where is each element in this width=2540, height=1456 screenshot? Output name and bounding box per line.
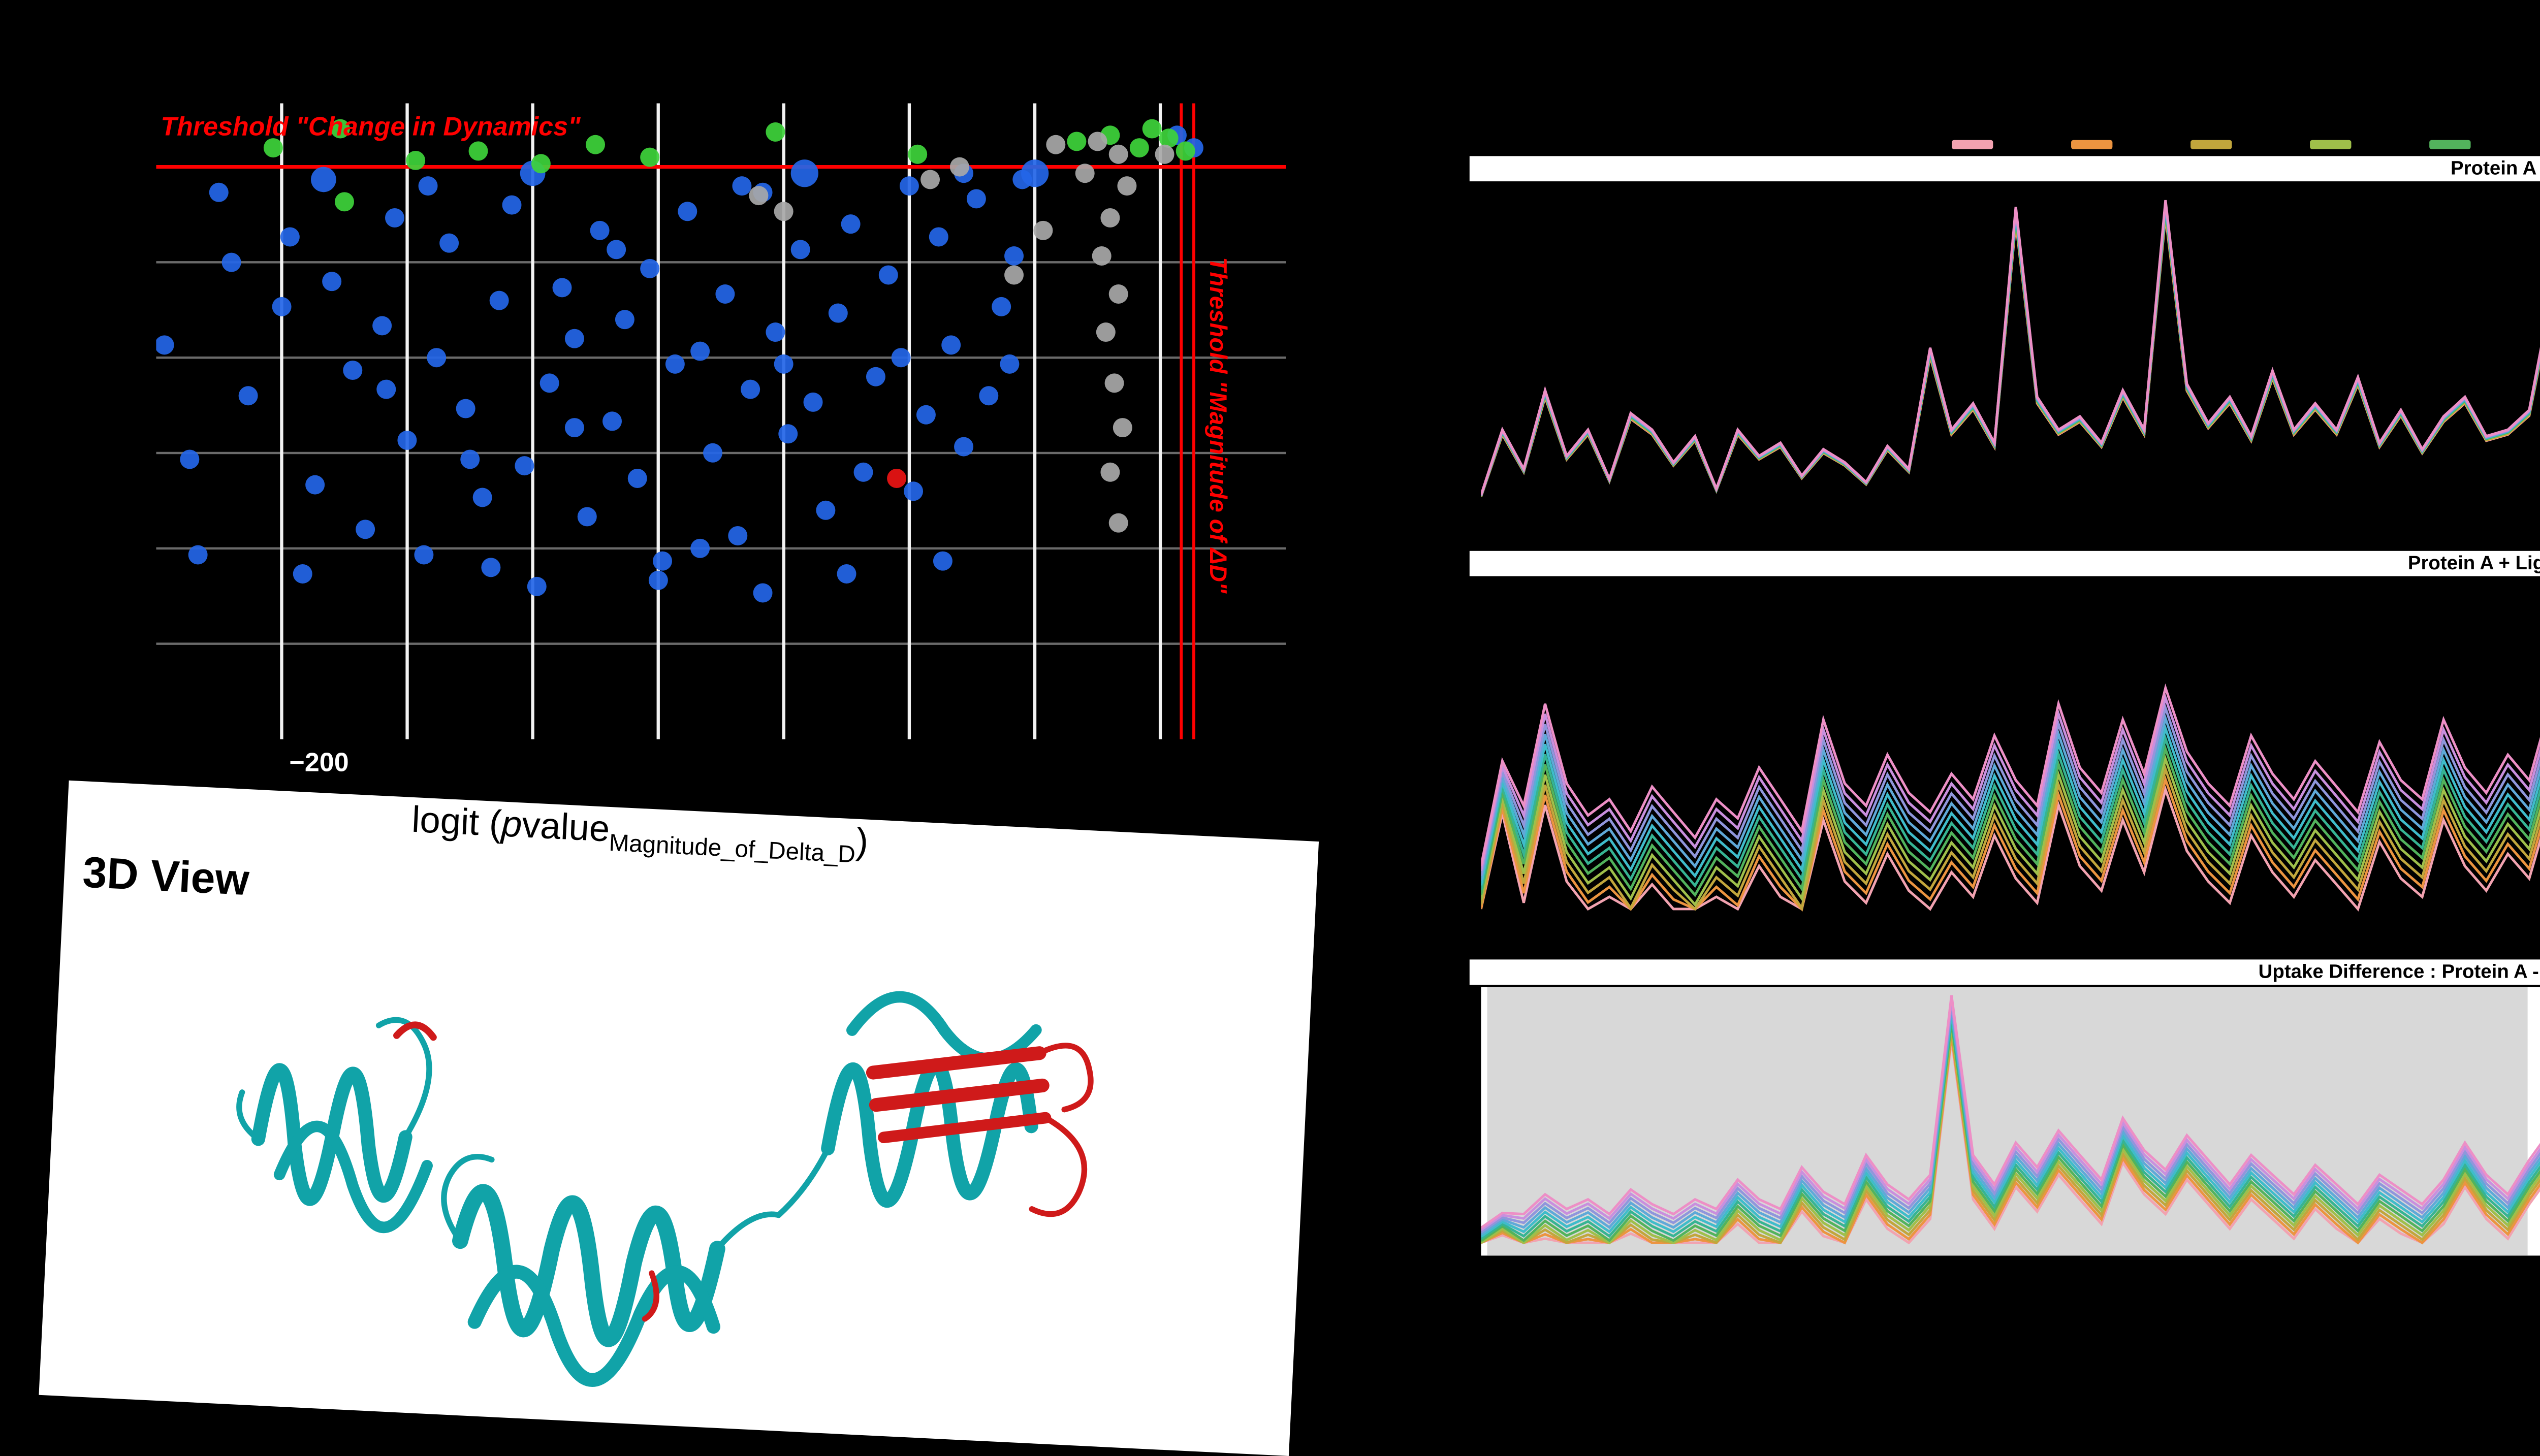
view3d-window: logit (pvalueMagnitude_of_Delta_D) 3D Vi… (39, 780, 1319, 1456)
panel-header-protein-a-ligand: Protein A + Ligand (1469, 551, 2540, 576)
x-tick-label: −200 (289, 751, 349, 779)
legend-item[interactable] (1952, 139, 1993, 149)
legend-item[interactable] (2429, 139, 2471, 149)
threshold-magnitude-label: Threshold "Magnitude of ΔD" (1203, 257, 1231, 594)
uptake-chart-protein-a[interactable] (1481, 193, 2540, 537)
volcano-x-axis-label: logit (pvalueMagnitude_of_Delta_D) (410, 802, 869, 870)
axis-label-value: value (521, 807, 611, 851)
protein-ribbon-red (393, 1021, 1094, 1322)
app-canvas: Threshold "Change in Dynamics" Threshold… (39, 103, 2540, 1456)
volcano-plot[interactable] (156, 103, 1286, 739)
axis-label-subscript: Magnitude_of_Delta_D (608, 830, 856, 870)
view3d-title: 3D View (81, 850, 250, 907)
legend-item[interactable] (2310, 139, 2352, 149)
protein-ribbon-teal (236, 991, 1042, 1387)
protein-structure-viewer[interactable] (108, 903, 1232, 1450)
uptake-chart-protein-a-ligand[interactable] (1481, 588, 2540, 923)
panel-header-protein-a: Protein A (1469, 156, 2540, 182)
legend-item[interactable] (2190, 139, 2232, 149)
timepoint-legend (1952, 124, 2540, 165)
panel-header-uptake-difference: Uptake Difference : Protein A - (Protein… (1469, 959, 2540, 985)
axis-label-suffix: ) (855, 823, 869, 863)
axis-label-p: p (500, 806, 523, 847)
legend-item[interactable] (2071, 139, 2113, 149)
uptake-difference-chart[interactable] (1481, 987, 2540, 1256)
axis-label-prefix: logit ( (410, 801, 502, 846)
threshold-dynamics-label: Threshold "Change in Dynamics" (161, 115, 581, 143)
